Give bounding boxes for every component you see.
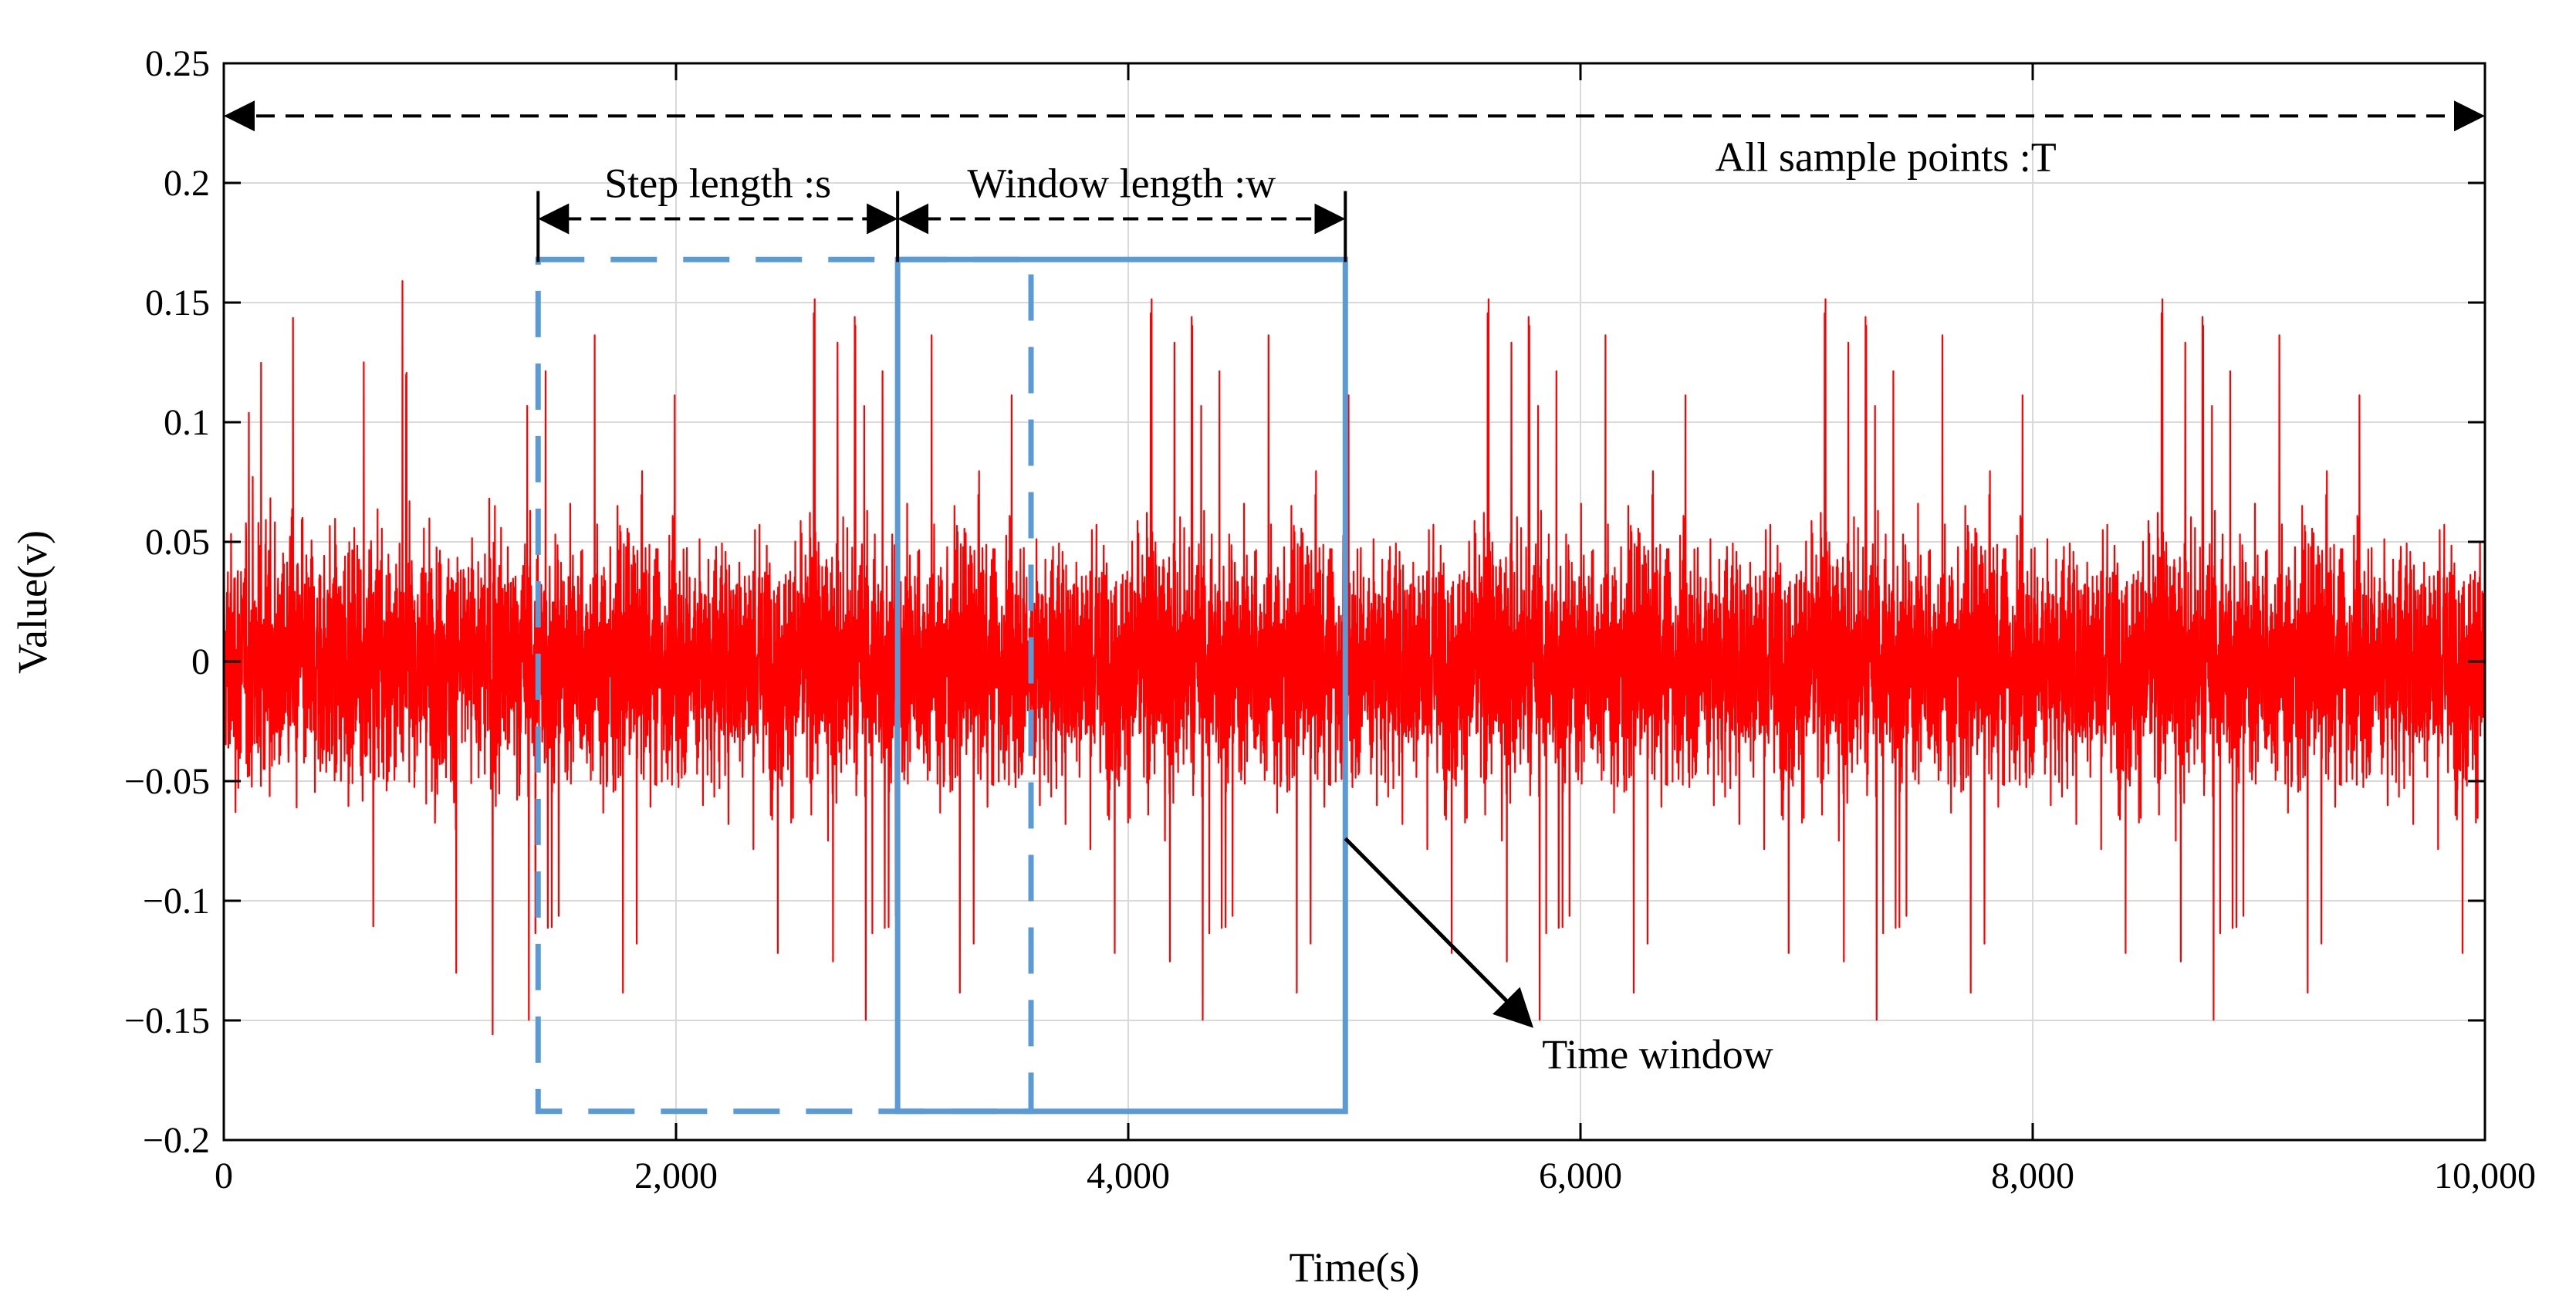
x-tick-label: 2,000 [634,1155,718,1196]
all-samples-label: All sample points :T [1715,134,2056,181]
window-boxes [535,256,1348,1115]
y-axis-title: Value(v) [9,530,56,674]
y-tick-label: 0.2 [164,163,210,204]
x-axis-title: Time(s) [1289,1244,1419,1291]
x-tick-label: 10,000 [2434,1155,2536,1196]
time-window-label: Time window [1542,1031,1773,1078]
y-tick-label: −0.15 [124,1000,210,1041]
signal-series [222,280,2486,1036]
time-window-arrow [1344,837,1534,1028]
y-axis: −0.2 −0.15 −0.1 −0.05 0 0.05 0.1 0.15 0.2 0.25 [124,43,2485,1161]
y-tick-label: −0.05 [124,761,210,802]
step-length-label: Step length :s [604,161,831,207]
y-tick-label: 0.15 [145,283,210,323]
plot-frame [222,62,2486,1142]
y-tick-label: 0 [191,641,210,682]
y-tick-label: 0.1 [164,402,210,443]
x-tick-label: 4,000 [1087,1155,1170,1196]
x-tick-label: 0 [215,1155,233,1196]
annotations: All sample points :T Step length :s Wind… [224,100,2485,1078]
x-tick-label: 6,000 [1539,1155,1622,1196]
current-window-box [894,256,1348,1115]
window-length-label: Window length :w [967,161,1276,207]
y-tick-label: 0.05 [145,522,210,563]
y-tick-label: 0.25 [145,43,210,84]
previous-window-box [535,256,1034,1115]
signal-line [222,280,2486,1036]
x-axis: 0 2,000 4,000 6,000 8,000 10,000 [215,63,2536,1196]
y-tick-label: −0.1 [143,881,210,922]
x-tick-label: 8,000 [1991,1155,2074,1196]
y-tick-label: −0.2 [143,1120,210,1161]
